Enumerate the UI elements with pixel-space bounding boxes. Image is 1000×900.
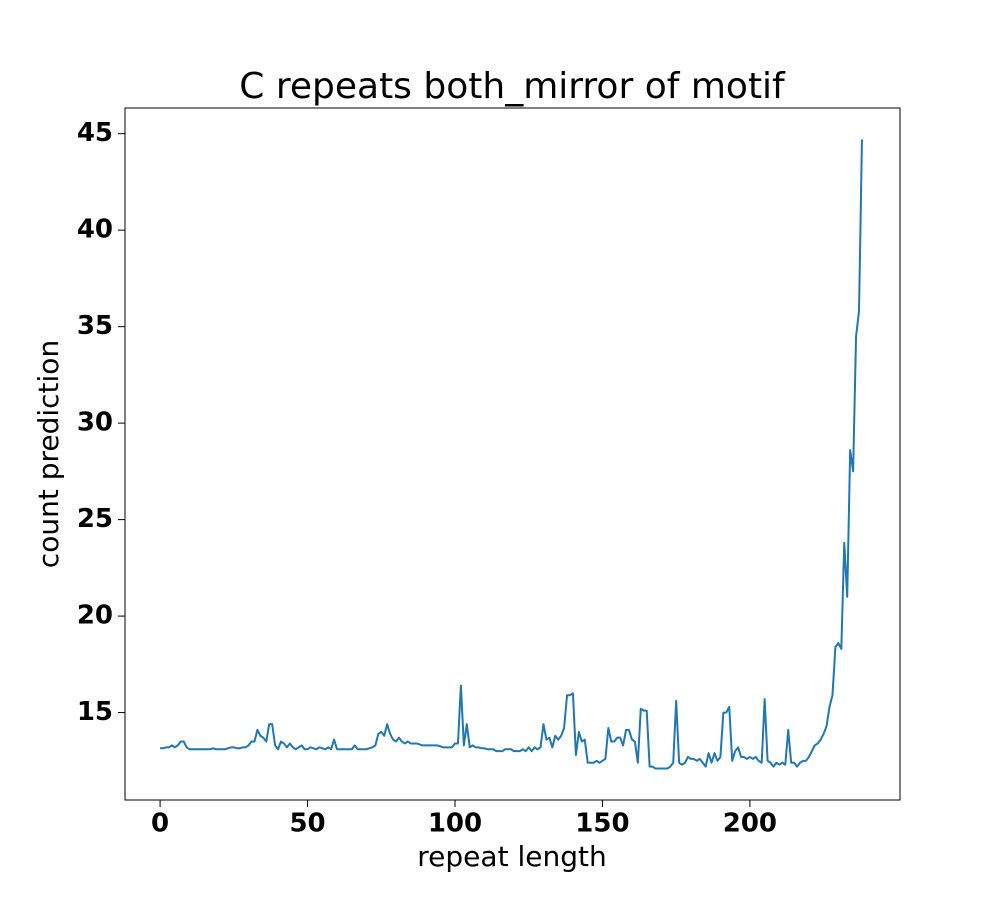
- y-tick-label: 45: [77, 118, 113, 148]
- chart-title: C repeats both_mirror of motif: [239, 66, 786, 107]
- data-line: [160, 139, 863, 770]
- plot-frame: [124, 107, 901, 801]
- y-tick-label: 25: [77, 504, 113, 534]
- x-tick-label: 100: [428, 809, 482, 839]
- x-tick-label: 0: [151, 809, 169, 839]
- y-tick-label: 20: [77, 601, 113, 631]
- x-tick-label: 50: [289, 809, 325, 839]
- y-tick-label: 15: [77, 697, 113, 727]
- y-tick-label: 30: [77, 408, 113, 438]
- x-tick-label: 200: [723, 809, 777, 839]
- y-tick-label: 35: [77, 311, 113, 341]
- y-axis-label: count prediction: [32, 340, 65, 568]
- y-tick-label: 40: [77, 215, 113, 245]
- x-tick-label: 150: [575, 809, 629, 839]
- x-axis-label: repeat length: [417, 840, 606, 873]
